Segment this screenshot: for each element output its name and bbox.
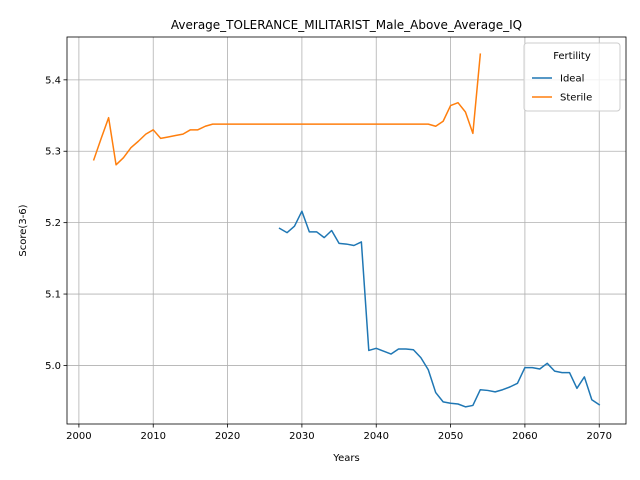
legend-box <box>523 42 621 112</box>
x-tick-label: 2020 <box>215 431 240 442</box>
y-tick-label: 5.2 <box>45 218 61 229</box>
y-tick-label: 5.0 <box>45 361 61 372</box>
legend: Fertility Ideal Sterile <box>523 42 621 112</box>
y-tick-label: 5.3 <box>45 147 61 158</box>
series-line-sterile <box>92 53 482 166</box>
legend-items: Ideal Sterile <box>532 74 592 104</box>
x-tick-label: 2030 <box>289 431 314 442</box>
y-tick-label: 5.4 <box>45 75 61 86</box>
axis-ticks: 2000 2010 2020 2030 2040 2050 2060 2070 5.0 5.1 5.… <box>45 75 612 442</box>
series-line-ideal <box>278 210 601 408</box>
legend-label-ideal: Ideal <box>560 74 584 85</box>
y-axis-label: Score(3-6) <box>18 204 29 256</box>
legend-label-sterile: Sterile <box>560 93 592 104</box>
series-lines <box>92 53 601 408</box>
x-tick-label: 2060 <box>512 431 537 442</box>
legend-title: Fertility <box>553 51 591 62</box>
x-tick-label: 2050 <box>438 431 463 442</box>
plot-frame <box>66 36 627 425</box>
chart-title: Average_TOLERANCE_MILITARIST_Male_Above_… <box>171 18 522 32</box>
y-tick-label: 5.1 <box>45 290 61 301</box>
x-tick-label: 2010 <box>141 431 166 442</box>
x-tick-label: 2040 <box>364 431 389 442</box>
x-axis-label: Years <box>332 453 359 464</box>
x-tick-label: 2000 <box>66 431 91 442</box>
x-tick-label: 2070 <box>587 431 612 442</box>
